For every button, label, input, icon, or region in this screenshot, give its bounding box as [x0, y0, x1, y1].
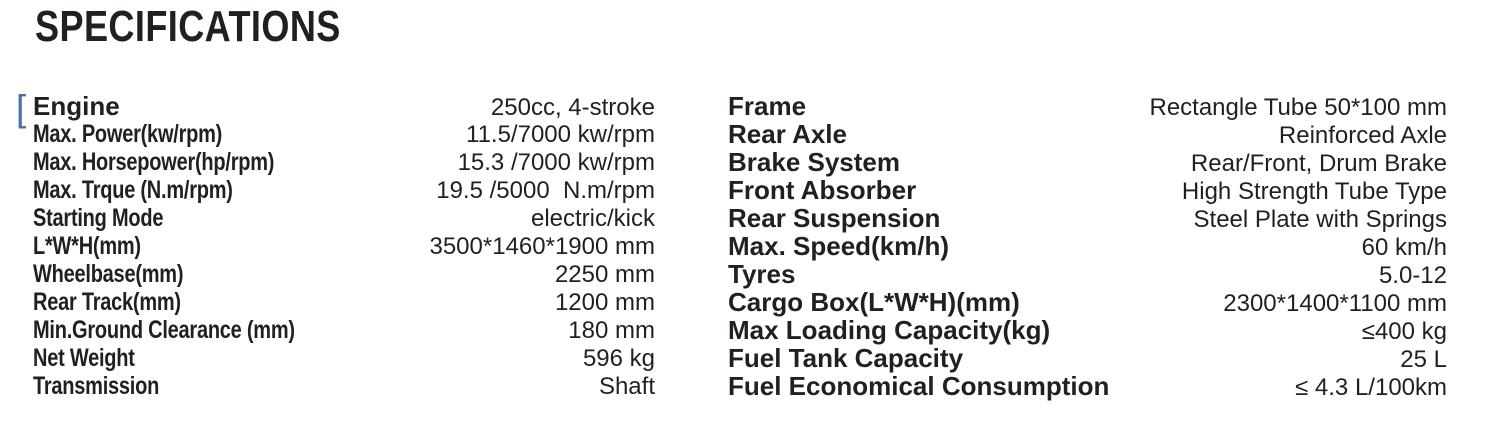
spec-value: Steel Plate with Springs [1193, 206, 1447, 233]
spec-row: Front Absorber High Strength Tube Type [728, 175, 1447, 205]
spec-column-right: Frame Rectangle Tube 50*100 mm Rear Axle Re… [728, 91, 1447, 401]
spec-label: Max. Trque (N.m/rpm) [33, 176, 233, 204]
spec-row: Rear Suspension Steel Plate with Springs [728, 203, 1447, 233]
page-title: SPECIFICATIONS [35, 2, 341, 51]
spec-value: 3500*1460*1900 mm [429, 233, 655, 260]
spec-label: Rear Axle [728, 119, 847, 149]
spec-value: 60 km/h [1361, 234, 1447, 261]
spec-value: 2250 mm [554, 261, 655, 288]
spec-row: Starting Mode electric/kick [33, 204, 655, 232]
spec-label: Min.Ground Clearance (mm) [33, 316, 295, 344]
spec-value: 11.5/7000 kw/rpm [466, 121, 655, 148]
spec-row: Max Loading Capacity(kg) ≤400 kg [728, 315, 1447, 345]
spec-label: Front Absorber [728, 175, 917, 205]
spec-value: Rear/Front, Drum Brake [1190, 150, 1447, 177]
spec-label: Fuel Tank Capacity [728, 343, 964, 373]
spec-row: Min.Ground Clearance (mm) 180 mm [33, 316, 655, 344]
spec-row: Frame Rectangle Tube 50*100 mm [728, 91, 1447, 121]
spec-value: electric/kick [530, 205, 655, 232]
spec-value: 596 kg [582, 345, 655, 372]
spec-value: 2300*1400*1100 mm [1223, 290, 1447, 317]
engine-bracket-mark: [ [16, 88, 27, 129]
spec-label: Cargo Box(L*W*H)(mm) [728, 287, 1020, 317]
spec-label: Rear Suspension [728, 203, 941, 233]
spec-row: Rear Axle Reinforced Axle [728, 119, 1447, 149]
spec-label: L*W*H(mm) [33, 232, 141, 260]
spec-value: High Strength Tube Type [1181, 178, 1447, 205]
spec-label: Wheelbase(mm) [33, 260, 184, 288]
spec-row: Max. Trque (N.m/rpm) 19.5 /5000 N.m/rpm [33, 176, 655, 204]
spec-row: Rear Track(mm) 1200 mm [33, 288, 655, 316]
spec-value: ≤ 4.3 L/100km [1295, 374, 1447, 401]
spec-label: Starting Mode [33, 204, 164, 232]
spec-row: Tyres 5.0-12 [728, 259, 1447, 289]
spec-value: Shaft [598, 373, 655, 400]
spec-value: Reinforced Axle [1278, 122, 1447, 149]
spec-row: Transmission Shaft [33, 372, 655, 400]
spec-value: ≤400 kg [1361, 318, 1447, 345]
spec-value: 1200 mm [554, 289, 655, 316]
spec-row: Brake System Rear/Front, Drum Brake [728, 147, 1447, 177]
spec-label: Brake System [728, 147, 900, 177]
spec-value: 180 mm [568, 317, 655, 344]
spec-label: Net Weight [33, 344, 135, 372]
spec-label: Max. Speed(km/h) [728, 231, 950, 261]
spec-label: Rear Track(mm) [33, 288, 181, 316]
spec-row: Fuel Economical Consumption ≤ 4.3 L/100km [728, 371, 1447, 401]
spec-row: Max. Power(kw/rpm) 11.5/7000 kw/rpm [33, 120, 655, 148]
spec-row: Max. Speed(km/h) 60 km/h [728, 231, 1447, 261]
spec-row: Max. Horsepower(hp/rpm) 15.3 /7000 kw/rpm [33, 148, 655, 176]
spec-label: Max. Power(kw/rpm) [33, 120, 223, 148]
spec-value: Rectangle Tube 50*100 mm [1149, 94, 1447, 121]
spec-value: 25 L [1400, 346, 1447, 373]
spec-label: Frame [728, 91, 807, 121]
spec-value: 19.5 /5000 N.m/rpm [436, 177, 655, 204]
spec-label: Transmission [33, 372, 160, 400]
spec-label: Engine [33, 91, 120, 121]
spec-table: Engine 250cc, 4-stroke Max. Power(kw/rpm) 1… [33, 91, 1447, 401]
spec-label: Fuel Economical Consumption [728, 371, 1110, 401]
spec-value: 5.0-12 [1378, 262, 1447, 289]
spec-row: Net Weight 596 kg [33, 344, 655, 372]
spec-row: Engine 250cc, 4-stroke [33, 91, 655, 121]
spec-label: Tyres [728, 259, 796, 289]
spec-row: Wheelbase(mm) 2250 mm [33, 260, 655, 288]
spec-label: Max. Horsepower(hp/rpm) [33, 148, 275, 176]
spec-value: 15.3 /7000 kw/rpm [457, 149, 655, 176]
spec-row: Fuel Tank Capacity 25 L [728, 343, 1447, 373]
spec-label: Max Loading Capacity(kg) [728, 315, 1051, 345]
spec-value: 250cc, 4-stroke [490, 94, 655, 121]
spec-row: L*W*H(mm) 3500*1460*1900 mm [33, 232, 655, 260]
spec-column-left: Engine 250cc, 4-stroke Max. Power(kw/rpm) 1… [33, 92, 655, 400]
spec-row: Cargo Box(L*W*H)(mm) 2300*1400*1100 mm [728, 287, 1447, 317]
